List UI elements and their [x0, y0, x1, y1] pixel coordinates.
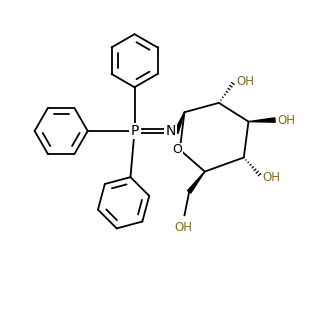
Text: OH: OH	[278, 113, 295, 127]
Text: N: N	[165, 124, 176, 138]
Polygon shape	[174, 112, 184, 133]
Text: O: O	[172, 143, 182, 156]
Text: OH: OH	[174, 221, 192, 234]
Text: P: P	[130, 124, 139, 138]
Text: OH: OH	[237, 75, 255, 88]
Polygon shape	[188, 172, 205, 193]
Text: OH: OH	[263, 171, 280, 184]
Polygon shape	[249, 118, 275, 122]
